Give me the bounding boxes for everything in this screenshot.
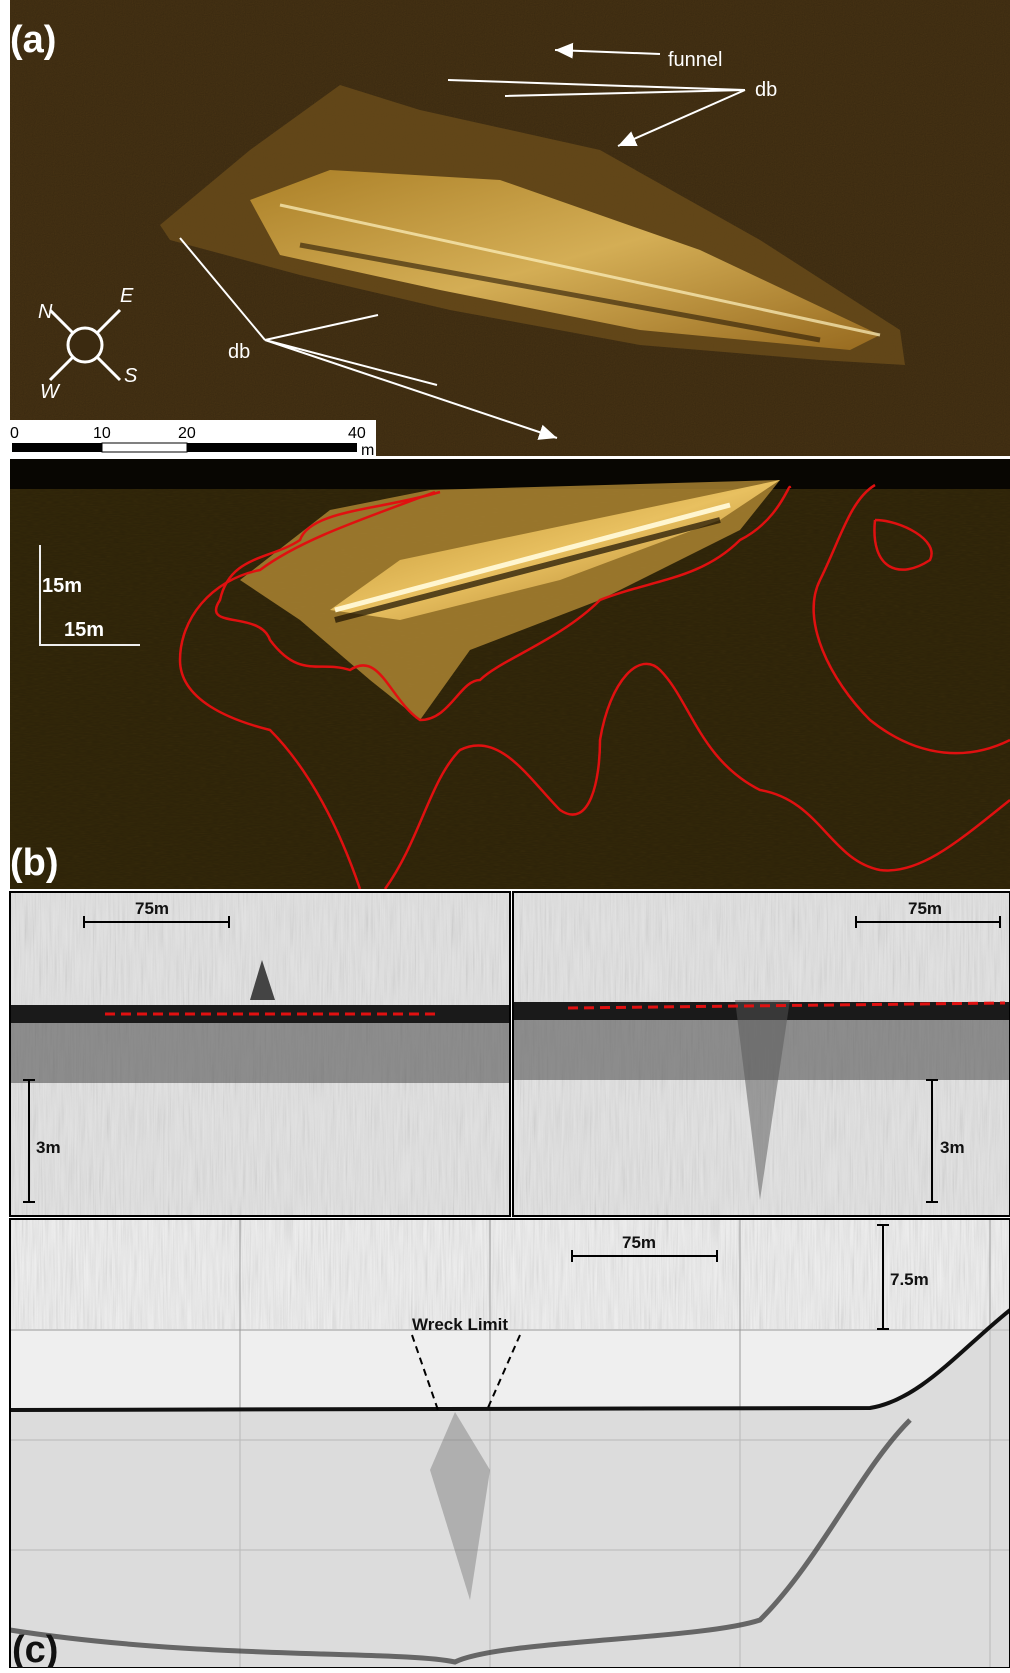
annotation: db: [755, 79, 777, 101]
profile-left: 75m 3m: [10, 892, 510, 1216]
panel-b: 15m 15m (b): [10, 459, 1010, 889]
scale-label: 15m: [64, 619, 104, 641]
scale-segment: [187, 443, 357, 452]
compass-label: S: [124, 365, 138, 387]
panel-c: 75m 3m 75m 3m: [10, 892, 1010, 1668]
compass-label: W: [40, 381, 61, 403]
annotation: db: [228, 341, 250, 363]
scale-label: m: [361, 442, 374, 459]
scale-label: 10: [93, 425, 111, 442]
compass-label: E: [120, 285, 134, 307]
scale-label: 3m: [940, 1138, 965, 1157]
panel-label: (a): [10, 19, 56, 61]
figure: (a) funnel db db N E S W 0 10 20 40 m: [0, 0, 1010, 1668]
panel-label: (b): [10, 842, 59, 884]
panel-label: (c): [12, 1629, 58, 1668]
panel-a: (a) funnel db db N E S W 0 10 20 40 m: [10, 0, 1010, 459]
scale-label: 75m: [908, 899, 942, 918]
compass-label: N: [38, 301, 53, 323]
profile-bottom: Wreck Limit 75m 7.5m (c): [10, 1219, 1010, 1668]
annotation: funnel: [668, 49, 723, 71]
scale-label: 7.5m: [890, 1270, 929, 1289]
scale-label: 0: [10, 425, 19, 442]
scale-label: 40: [348, 425, 366, 442]
water-column: [10, 459, 1010, 489]
scale-label: 75m: [135, 899, 169, 918]
scale-label: 75m: [622, 1233, 656, 1252]
scale-segment: [102, 443, 187, 452]
scale-bar: 0 10 20 40 m: [10, 420, 376, 459]
scale-label: 3m: [36, 1138, 61, 1157]
scale-label: 20: [178, 425, 196, 442]
scale-label: 15m: [42, 575, 82, 597]
profile-right: 75m 3m: [513, 892, 1010, 1216]
compass-ring: [68, 328, 102, 362]
water-noise: [10, 1219, 1010, 1329]
scale-segment: [12, 443, 102, 452]
sediment: [10, 1023, 510, 1083]
annotation: Wreck Limit: [412, 1315, 508, 1334]
